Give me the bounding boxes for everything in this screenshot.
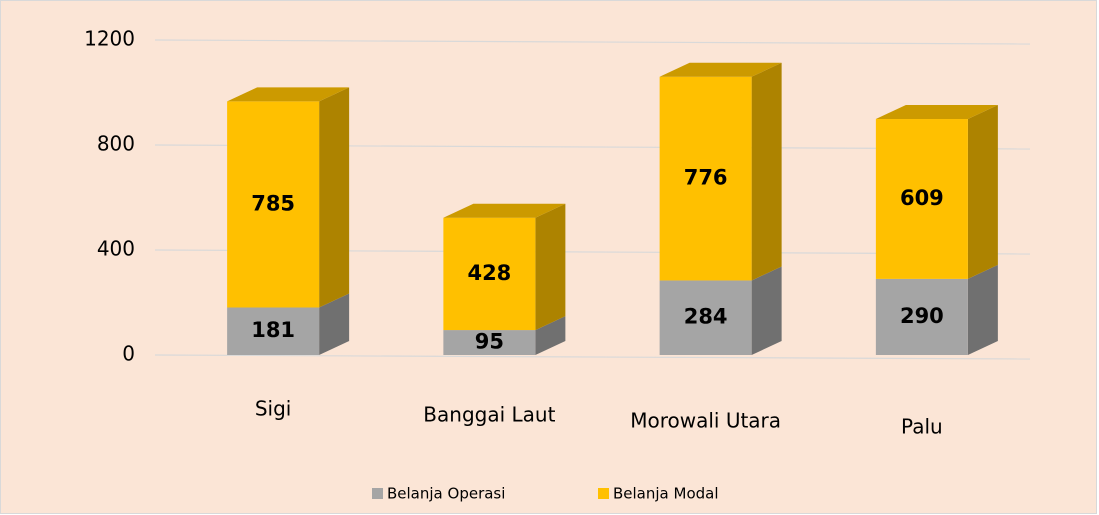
bar-top	[875, 105, 998, 120]
x-tick-label: Banggai Laut	[423, 403, 555, 427]
bar-side	[967, 264, 998, 355]
bar	[443, 217, 536, 331]
grid-line	[154, 354, 1031, 360]
bar	[227, 101, 320, 308]
bar	[659, 76, 752, 281]
bar-top	[227, 87, 350, 102]
bar-top	[659, 62, 782, 77]
x-tick-label: Palu	[901, 415, 943, 439]
grid-line	[154, 39, 1031, 45]
data-label: 290	[900, 304, 944, 328]
legend-label: Belanja Operasi	[387, 485, 505, 503]
x-tick-label: Sigi	[255, 397, 292, 421]
data-label: 284	[684, 305, 728, 329]
y-tick-label: 0	[122, 342, 135, 366]
data-label: 609	[900, 186, 944, 210]
bar	[659, 280, 752, 355]
y-tick-label: 800	[97, 132, 135, 156]
bar-top	[443, 203, 566, 218]
legend-label: Belanja Modal	[613, 485, 719, 503]
bar-side	[751, 266, 782, 355]
bar-side	[319, 87, 350, 308]
bar	[443, 330, 536, 355]
bar	[875, 119, 968, 279]
bar-side	[535, 316, 566, 355]
bar-side	[319, 293, 350, 355]
legend-swatch	[598, 488, 609, 499]
bar	[227, 307, 320, 355]
x-tick-label: Morowali Utara	[630, 409, 781, 433]
bar-side	[967, 105, 998, 279]
bar-side	[751, 62, 782, 281]
data-label: 785	[251, 191, 295, 215]
y-tick-label: 1200	[84, 27, 135, 51]
bar	[875, 278, 968, 355]
legend-swatch	[372, 488, 383, 499]
data-label: 181	[251, 318, 295, 342]
bar-side	[535, 203, 566, 331]
data-label: 428	[467, 261, 511, 285]
data-label: 95	[475, 330, 504, 354]
y-tick-label: 400	[97, 237, 135, 261]
data-label: 776	[684, 166, 728, 190]
